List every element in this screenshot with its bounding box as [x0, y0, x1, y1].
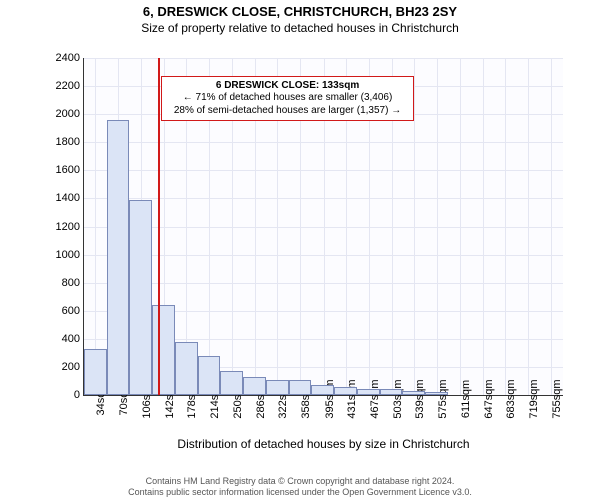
x-tick-label: 431sqm	[346, 379, 358, 418]
y-tick-label: 2200	[56, 80, 80, 92]
y-tick-label: 1600	[56, 164, 80, 176]
y-tick-label: 600	[62, 305, 80, 317]
histogram-bar	[175, 342, 198, 395]
y-tick-label: 1200	[56, 221, 80, 233]
gridline-v	[437, 58, 438, 395]
gridline-v	[460, 58, 461, 395]
attribution-text: Contains HM Land Registry data © Crown c…	[20, 476, 580, 499]
histogram-bar	[129, 200, 152, 395]
y-tick-label: 400	[62, 333, 80, 345]
annotation-line: ← 71% of detached houses are smaller (3,…	[168, 92, 408, 105]
annotation-line: 6 DRESWICK CLOSE: 133sqm	[168, 80, 408, 93]
histogram-bar	[402, 391, 425, 395]
gridline-v	[95, 58, 96, 395]
gridline-v	[528, 58, 529, 395]
histogram-bar	[243, 377, 266, 395]
histogram-bar	[266, 380, 289, 395]
histogram-bar	[152, 305, 175, 395]
y-tick-label: 1400	[56, 192, 80, 204]
histogram-bar	[425, 392, 448, 395]
x-tick-label: 467sqm	[369, 379, 381, 418]
gridline-v	[505, 58, 506, 395]
x-tick-label: 575sqm	[437, 379, 449, 418]
histogram-bar	[198, 356, 221, 395]
x-tick-label: 683sqm	[505, 379, 517, 418]
y-tick-label: 2400	[56, 52, 80, 64]
histogram-bar	[289, 380, 312, 395]
y-tick-label: 800	[62, 277, 80, 289]
x-tick-label: 755sqm	[551, 379, 563, 418]
x-axis-title: Distribution of detached houses by size …	[177, 437, 469, 451]
x-tick-label: 503sqm	[392, 379, 404, 418]
gridline-v	[483, 58, 484, 395]
y-tick-label: 2000	[56, 108, 80, 120]
x-tick-label: 539sqm	[414, 379, 426, 418]
plot-area: Number of detached properties Distributi…	[83, 58, 563, 396]
x-tick-label: 647sqm	[483, 379, 495, 418]
gridline-v	[551, 58, 552, 395]
annotation-box: 6 DRESWICK CLOSE: 133sqm← 71% of detache…	[161, 76, 415, 122]
y-tick-label: 1000	[56, 249, 80, 261]
histogram-chart: Number of detached properties Distributi…	[48, 46, 578, 438]
histogram-bar	[220, 371, 243, 395]
reference-line	[158, 58, 160, 395]
histogram-bar	[311, 385, 334, 395]
histogram-bar	[107, 120, 130, 395]
x-tick-label: 719sqm	[528, 379, 540, 418]
attribution-line: Contains public sector information licen…	[20, 487, 580, 498]
y-tick-label: 200	[62, 361, 80, 373]
histogram-bar	[357, 389, 380, 395]
gridline-v	[414, 58, 415, 395]
histogram-bar	[334, 387, 357, 395]
histogram-bar	[380, 389, 403, 395]
y-tick-label: 0	[74, 389, 80, 401]
page-title: 6, DRESWICK CLOSE, CHRISTCHURCH, BH23 2S…	[0, 4, 600, 19]
annotation-line: 28% of semi-detached houses are larger (…	[168, 105, 408, 118]
histogram-bar	[84, 349, 107, 395]
attribution-line: Contains HM Land Registry data © Crown c…	[20, 476, 580, 487]
page-subtitle: Size of property relative to detached ho…	[0, 21, 600, 35]
y-tick-label: 1800	[56, 136, 80, 148]
x-tick-label: 611sqm	[460, 380, 472, 418]
